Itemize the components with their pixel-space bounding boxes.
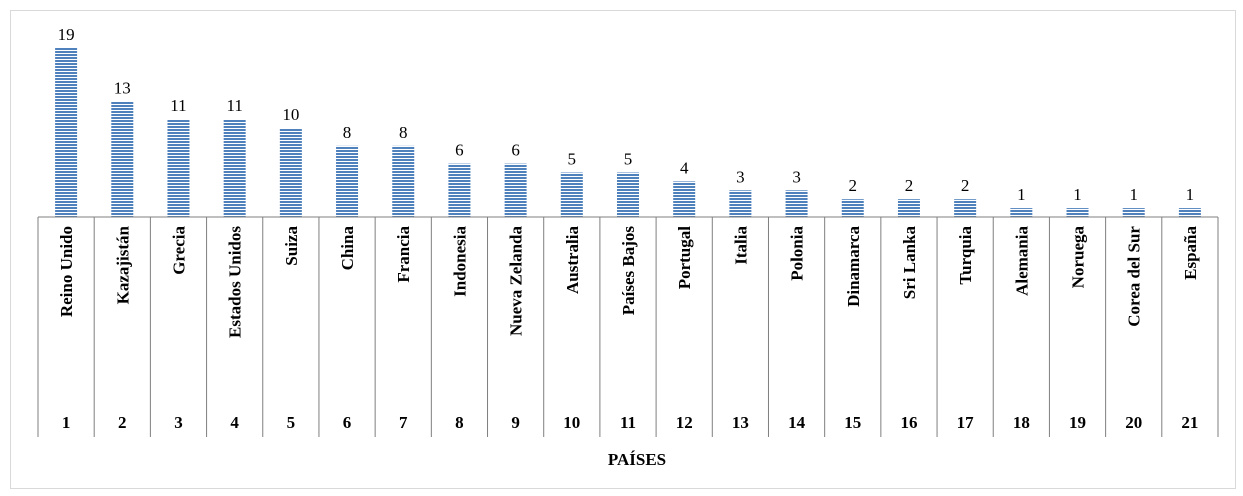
bar: [1122, 208, 1145, 217]
rank-label: 14: [788, 413, 806, 432]
data-label: 5: [568, 150, 577, 169]
x-tick-label: Nueva Zelanda: [507, 226, 526, 337]
data-label: 3: [792, 167, 801, 186]
x-tick-label: Dinamarca: [844, 226, 863, 307]
rank-label: 18: [1013, 413, 1030, 432]
data-label: 6: [455, 141, 464, 160]
x-tick-label: Países Bajos: [619, 226, 638, 316]
x-tick-label: Portugal: [675, 226, 694, 290]
data-label: 4: [680, 158, 689, 177]
x-tick-label: Sri Lanka: [900, 226, 919, 300]
bar: [617, 172, 639, 217]
data-label: 2: [849, 176, 858, 195]
bar: [1066, 208, 1089, 217]
bar: [673, 181, 696, 217]
bar: [504, 163, 527, 217]
bar: [223, 119, 246, 217]
bar: [729, 190, 752, 217]
rank-label: 1: [62, 413, 71, 432]
bar: [336, 145, 359, 217]
data-label: 2: [905, 176, 914, 195]
rank-label: 5: [287, 413, 296, 432]
bar: [897, 199, 920, 217]
bar: [111, 101, 134, 217]
rank-label: 10: [563, 413, 580, 432]
x-tick-label: Estados Unidos: [226, 226, 245, 338]
bar: [841, 199, 864, 217]
x-tick-label: Kazajistán: [113, 225, 132, 304]
x-tick-label: Indonesia: [450, 226, 469, 297]
data-label: 11: [170, 96, 186, 115]
data-label: 5: [624, 150, 633, 169]
rank-label: 7: [399, 413, 408, 432]
x-tick-label: Italia: [731, 226, 750, 265]
data-label: 2: [961, 176, 970, 195]
rank-label: 20: [1125, 413, 1142, 432]
data-label: 3: [736, 167, 745, 186]
bar: [392, 145, 415, 217]
bar: [55, 48, 78, 217]
rank-label: 16: [900, 413, 917, 432]
bar: [785, 190, 808, 217]
x-tick-label: Reino Unido: [57, 226, 76, 317]
data-label: 19: [58, 25, 75, 44]
rank-label: 11: [620, 413, 636, 432]
x-tick-label: España: [1181, 226, 1200, 280]
bar: [167, 119, 190, 217]
x-tick-label: Polonia: [788, 226, 807, 281]
bars-layer: [55, 48, 1201, 217]
rank-label: 15: [844, 413, 861, 432]
rank-label: 21: [1181, 413, 1198, 432]
rank-label: 6: [343, 413, 352, 432]
data-label: 8: [399, 123, 408, 142]
rank-label: 17: [957, 413, 975, 432]
data-label: 1: [1017, 185, 1026, 204]
data-label: 13: [114, 78, 131, 97]
category-table: [37, 216, 1219, 437]
bar: [954, 199, 977, 217]
x-tick-label: Corea del Sur: [1125, 226, 1144, 327]
x-tick-label: Grecia: [169, 226, 188, 275]
x-tick-label: Alemania: [1012, 226, 1031, 296]
rank-label: 13: [732, 413, 749, 432]
x-tick-label: Australia: [563, 226, 582, 295]
x-axis-title: PAÍSES: [608, 450, 666, 469]
x-tick-label: Noruega: [1069, 226, 1088, 289]
data-label: 6: [511, 141, 520, 160]
data-label: 1: [1129, 185, 1138, 204]
data-label: 1: [1073, 185, 1082, 204]
data-label: 8: [343, 123, 352, 142]
data-label: 11: [226, 96, 242, 115]
bar: [1178, 208, 1201, 217]
rank-label: 8: [455, 413, 464, 432]
rank-label: 9: [511, 413, 520, 432]
data-label: 10: [282, 105, 299, 124]
data-label: 1: [1186, 185, 1195, 204]
x-tick-label: Suiza: [282, 226, 301, 266]
rank-label: 3: [174, 413, 183, 432]
rank-label: 19: [1069, 413, 1086, 432]
bar: [560, 172, 583, 217]
chart-frame: [10, 10, 1236, 489]
rank-label: 2: [118, 413, 127, 432]
x-tick-label: Francia: [394, 226, 413, 283]
x-tick-label: China: [338, 226, 357, 271]
bar: [448, 163, 471, 217]
bar: [279, 128, 302, 217]
rank-label: 4: [230, 413, 239, 432]
x-tick-label: Turquia: [956, 226, 975, 285]
rank-label: 12: [676, 413, 693, 432]
bar: [1010, 208, 1033, 217]
